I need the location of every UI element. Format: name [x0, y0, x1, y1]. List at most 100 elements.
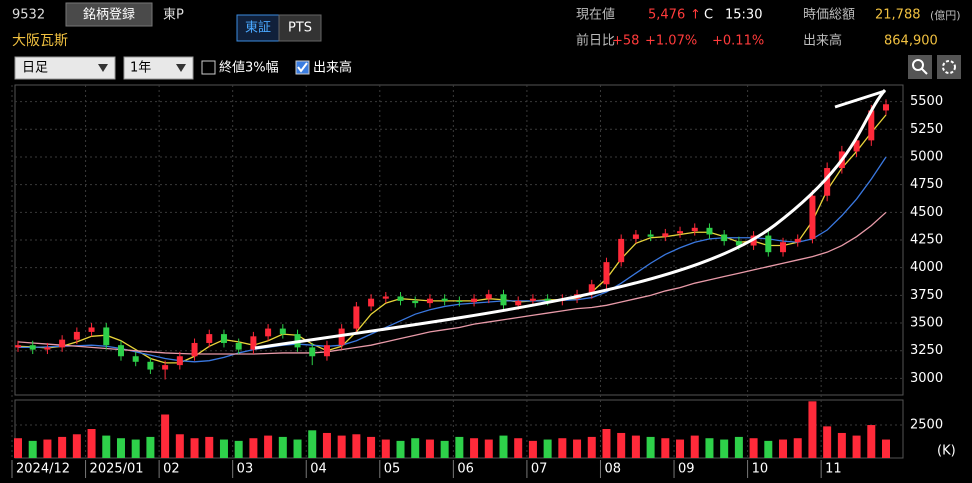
- checkbox-label: 出来高: [313, 60, 352, 76]
- candle-body: [794, 238, 801, 243]
- volume-bar: [367, 436, 376, 458]
- candle-body: [206, 334, 213, 343]
- x-tick-label: 03: [237, 462, 254, 477]
- price-arrow: ↑: [690, 8, 701, 23]
- x-tick-label: 08: [604, 462, 621, 477]
- candle-body: [132, 356, 139, 362]
- volume-bar: [690, 435, 699, 458]
- candle-body: [515, 300, 522, 306]
- candle-body: [441, 298, 448, 301]
- candle-body: [323, 345, 330, 357]
- range-value[interactable]: 1年: [130, 61, 151, 76]
- volume-bar: [558, 438, 567, 458]
- register-button[interactable]: [65, 2, 153, 27]
- price-label: 現在値: [576, 7, 615, 23]
- volume-bar: [87, 429, 96, 458]
- volume-bar: [322, 432, 331, 458]
- trend-annotation: [254, 89, 887, 350]
- candle-body: [250, 336, 257, 350]
- candle-body: [382, 296, 389, 299]
- candle-body: [706, 227, 713, 235]
- volume-bar: [308, 430, 317, 458]
- candle-body: [485, 294, 492, 299]
- volume-bar: [514, 438, 523, 458]
- volume-bar: [705, 438, 714, 458]
- tab-label[interactable]: PTS: [288, 21, 312, 36]
- tab-tse[interactable]: [236, 14, 280, 42]
- change: +58: [612, 34, 639, 49]
- zoom-icon: [921, 68, 928, 75]
- candle-body: [603, 262, 610, 285]
- checkbox-label: 終値3%幅: [219, 60, 279, 76]
- checkbox[interactable]: [201, 60, 216, 75]
- candle-body: [103, 327, 110, 346]
- volume-bar: [646, 436, 655, 458]
- change-pct2: +0.11%: [712, 34, 764, 49]
- volume-bar: [528, 440, 537, 458]
- y-tick-label: 5000: [910, 149, 943, 164]
- x-tick-label: 02: [163, 462, 180, 477]
- y-tick-label: 4250: [910, 233, 943, 248]
- x-tick-label: 04: [310, 462, 327, 477]
- price: 5,476: [648, 8, 685, 23]
- candle-body: [191, 342, 198, 357]
- x-tick-label: 05: [384, 462, 401, 477]
- candle-body: [632, 234, 639, 239]
- y-tick-label: 5500: [910, 94, 943, 109]
- volume-bar: [749, 438, 758, 458]
- volume-bar: [631, 435, 640, 458]
- tab-pts[interactable]: [278, 14, 322, 42]
- volume-bar: [573, 439, 582, 458]
- x-tick-label: 2024/12: [16, 462, 70, 477]
- volume-unit: (K): [937, 444, 956, 459]
- price-flag: C: [704, 8, 713, 23]
- range-select[interactable]: [123, 56, 194, 80]
- candle-body: [647, 234, 654, 237]
- x-tick-label: 07: [531, 462, 548, 477]
- y-tick-label: 4000: [910, 260, 943, 275]
- candle-body: [662, 233, 669, 237]
- cap-unit: (億円): [930, 9, 961, 22]
- candle-body: [412, 300, 419, 304]
- candle-body: [780, 242, 787, 253]
- volume-bar: [264, 435, 273, 458]
- candle-body: [265, 328, 272, 337]
- tab-label[interactable]: 東証: [245, 20, 271, 36]
- cap-label: 時価総額: [803, 8, 855, 23]
- candle-body: [735, 241, 742, 246]
- volume-bar: [720, 439, 729, 458]
- volume-bar: [293, 439, 302, 458]
- market: 東P: [163, 7, 184, 23]
- change-label: 前日比: [576, 33, 615, 49]
- x-tick-label: 11: [825, 462, 842, 477]
- candle-body: [162, 365, 169, 370]
- volume-bar: [337, 435, 346, 458]
- x-tick-label: 09: [678, 462, 695, 477]
- zoom-button[interactable]: [908, 55, 932, 79]
- volume-bar: [882, 439, 890, 458]
- volume-bar: [661, 438, 670, 458]
- x-tick-label: 2025/01: [90, 462, 144, 477]
- volume-bar: [837, 432, 846, 458]
- period-value[interactable]: 日足: [22, 61, 48, 76]
- volume-bar: [249, 438, 258, 458]
- volume-bar: [808, 401, 817, 458]
- candle-body: [309, 347, 316, 357]
- candle-body: [765, 235, 772, 253]
- volume-bar: [676, 439, 685, 458]
- settings-button[interactable]: [937, 55, 961, 79]
- volume-bar: [116, 438, 125, 458]
- candle-body: [456, 300, 463, 302]
- candle-body: [426, 298, 433, 304]
- settings-icon: [942, 60, 956, 74]
- period-select[interactable]: [14, 56, 116, 80]
- volume-bar: [72, 434, 81, 458]
- volume-bar: [14, 438, 22, 458]
- register-label[interactable]: 銘柄登録: [83, 8, 135, 23]
- volume-bar: [852, 435, 861, 458]
- candle-body: [677, 231, 684, 234]
- change-pct: +1.07%: [645, 34, 697, 49]
- volume-bar: [219, 439, 228, 458]
